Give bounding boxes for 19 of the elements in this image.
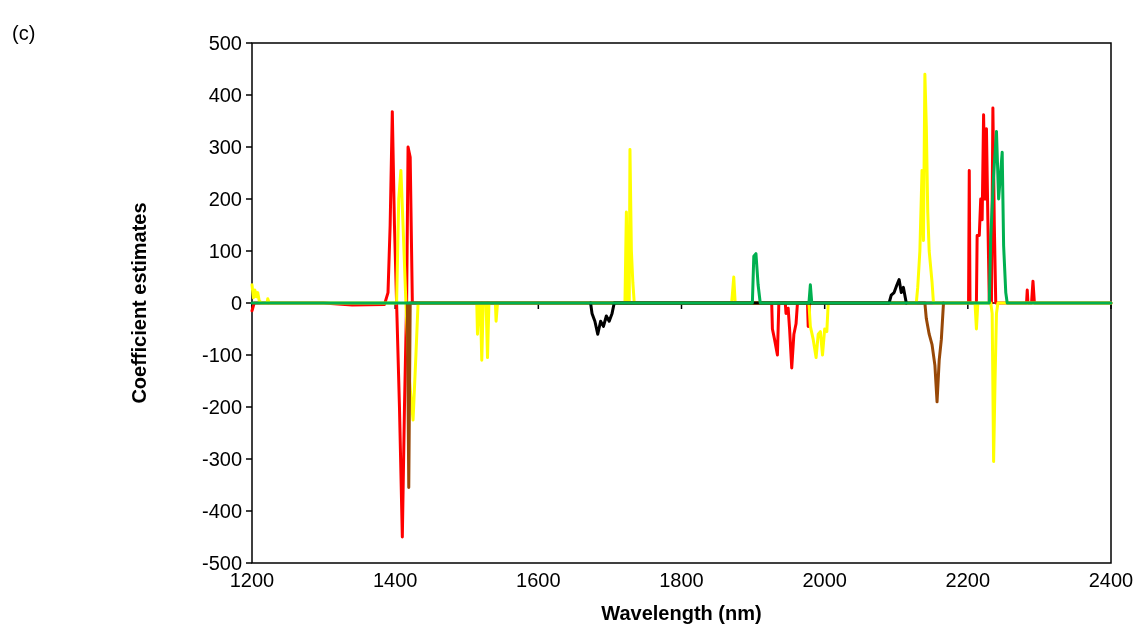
text: (c)	[12, 22, 36, 44]
y-tick-label: -100	[201, 344, 242, 366]
x-tick-label: 1600	[516, 569, 561, 591]
y-tick-label: -200	[201, 396, 242, 418]
x-tick-label: 1800	[659, 569, 704, 591]
y-axis-title: Coefficient estimates	[128, 202, 150, 404]
y-tick-label: 200	[208, 188, 242, 210]
y-tick-label: -300	[201, 448, 242, 470]
x-tick-label: 2200	[945, 569, 991, 591]
y-tick-label: 100	[208, 240, 242, 262]
y-tick-label: 400	[208, 84, 242, 106]
y-tick-label: 500	[208, 32, 242, 54]
x-tick-label: 2000	[802, 569, 847, 591]
y-tick-label: 300	[208, 136, 242, 158]
x-tick-label: 1400	[372, 569, 418, 591]
x-axis-title: Wavelength (nm)	[601, 602, 762, 624]
y-tick-label: -400	[201, 500, 242, 522]
x-tick-label: 2400	[1088, 569, 1134, 591]
y-tick-label: 0	[230, 292, 242, 314]
